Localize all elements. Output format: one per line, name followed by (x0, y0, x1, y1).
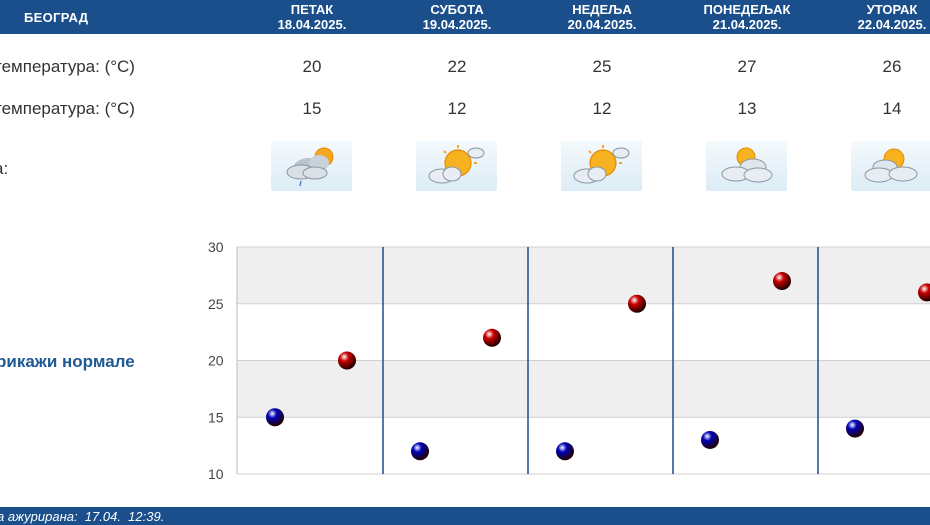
min-temp-point (701, 430, 719, 449)
y-tick-label: 15 (208, 409, 224, 425)
chart-band (237, 417, 930, 474)
min-temp-value: 13 (737, 99, 757, 118)
min-temp-point (266, 408, 284, 427)
max-temp-value: 26 (882, 57, 902, 76)
cloudy-rain-sun-icon (271, 141, 352, 191)
day-date: 21.04.2025. (712, 17, 782, 32)
last-updated-text: а ажурирана: 17.04. 12:39. (0, 509, 165, 524)
y-tick-label: 25 (208, 296, 224, 312)
min-temp-value: 14 (882, 99, 902, 118)
day-date: 18.04.2025. (277, 17, 347, 32)
day-name: СУБОТА (430, 2, 484, 17)
max-temp-value: 27 (737, 57, 757, 76)
min-temp-label: температура: (°C) (0, 99, 135, 118)
chart-band (237, 360, 930, 418)
max-temp-point (918, 283, 930, 302)
max-temp-value: 20 (302, 57, 322, 76)
day-header-2: СУБОТА 19.04.2025. (387, 2, 527, 32)
min-temp-value: 12 (447, 99, 467, 118)
day-date: 19.04.2025. (422, 17, 492, 32)
max-temp-value: 25 (592, 57, 612, 76)
min-temp-point (411, 442, 429, 461)
day-header-3: НЕДЕЉА 20.04.2025. (532, 2, 672, 32)
city-name: БЕОГРАД (24, 10, 89, 25)
max-temp-point (338, 351, 356, 370)
max-temp-value: 22 (447, 57, 467, 76)
y-tick-label: 10 (208, 466, 224, 482)
day-name: ПОНЕДЕЉАК (703, 2, 791, 17)
partly-cloudy-icon (561, 141, 642, 191)
last-updated-bar: а ажурирана: 17.04. 12:39. (0, 507, 930, 525)
temperature-chart: 30 25 20 15 10 (208, 239, 930, 482)
weather-label: а: (0, 159, 9, 178)
min-temp-value: 15 (302, 99, 322, 118)
max-temp-point (628, 294, 646, 313)
y-tick-label: 20 (208, 353, 224, 369)
min-temp-point (846, 419, 864, 438)
min-temp-point (556, 442, 574, 461)
max-temp-label: температура: (°C) (0, 57, 135, 76)
show-normals-link[interactable]: рикажи нормале (0, 352, 135, 371)
day-name: ПЕТАК (290, 2, 334, 17)
mostly-cloudy-icon (851, 141, 930, 191)
max-temp-point (483, 328, 501, 347)
day-header-4: ПОНЕДЕЉАК 21.04.2025. (677, 2, 817, 32)
chart-band (237, 247, 930, 304)
day-header-5: УТОРАК 22.04.2025. (822, 2, 930, 32)
chart-band (237, 303, 930, 361)
mostly-cloudy-icon (706, 141, 787, 191)
max-temp-point (773, 272, 791, 291)
min-temp-value: 12 (592, 99, 612, 118)
day-name: УТОРАК (866, 2, 918, 17)
day-header-1: ПЕТАК 18.04.2025. (242, 2, 382, 32)
forecast-header: БЕОГРАД ПЕТАК 18.04.2025. СУБОТА 19.04.2… (0, 0, 930, 34)
y-tick-label: 30 (208, 239, 224, 255)
day-date: 20.04.2025. (567, 17, 637, 32)
partly-cloudy-icon (416, 141, 497, 191)
day-date: 22.04.2025. (857, 17, 927, 32)
day-name: НЕДЕЉА (572, 2, 632, 17)
